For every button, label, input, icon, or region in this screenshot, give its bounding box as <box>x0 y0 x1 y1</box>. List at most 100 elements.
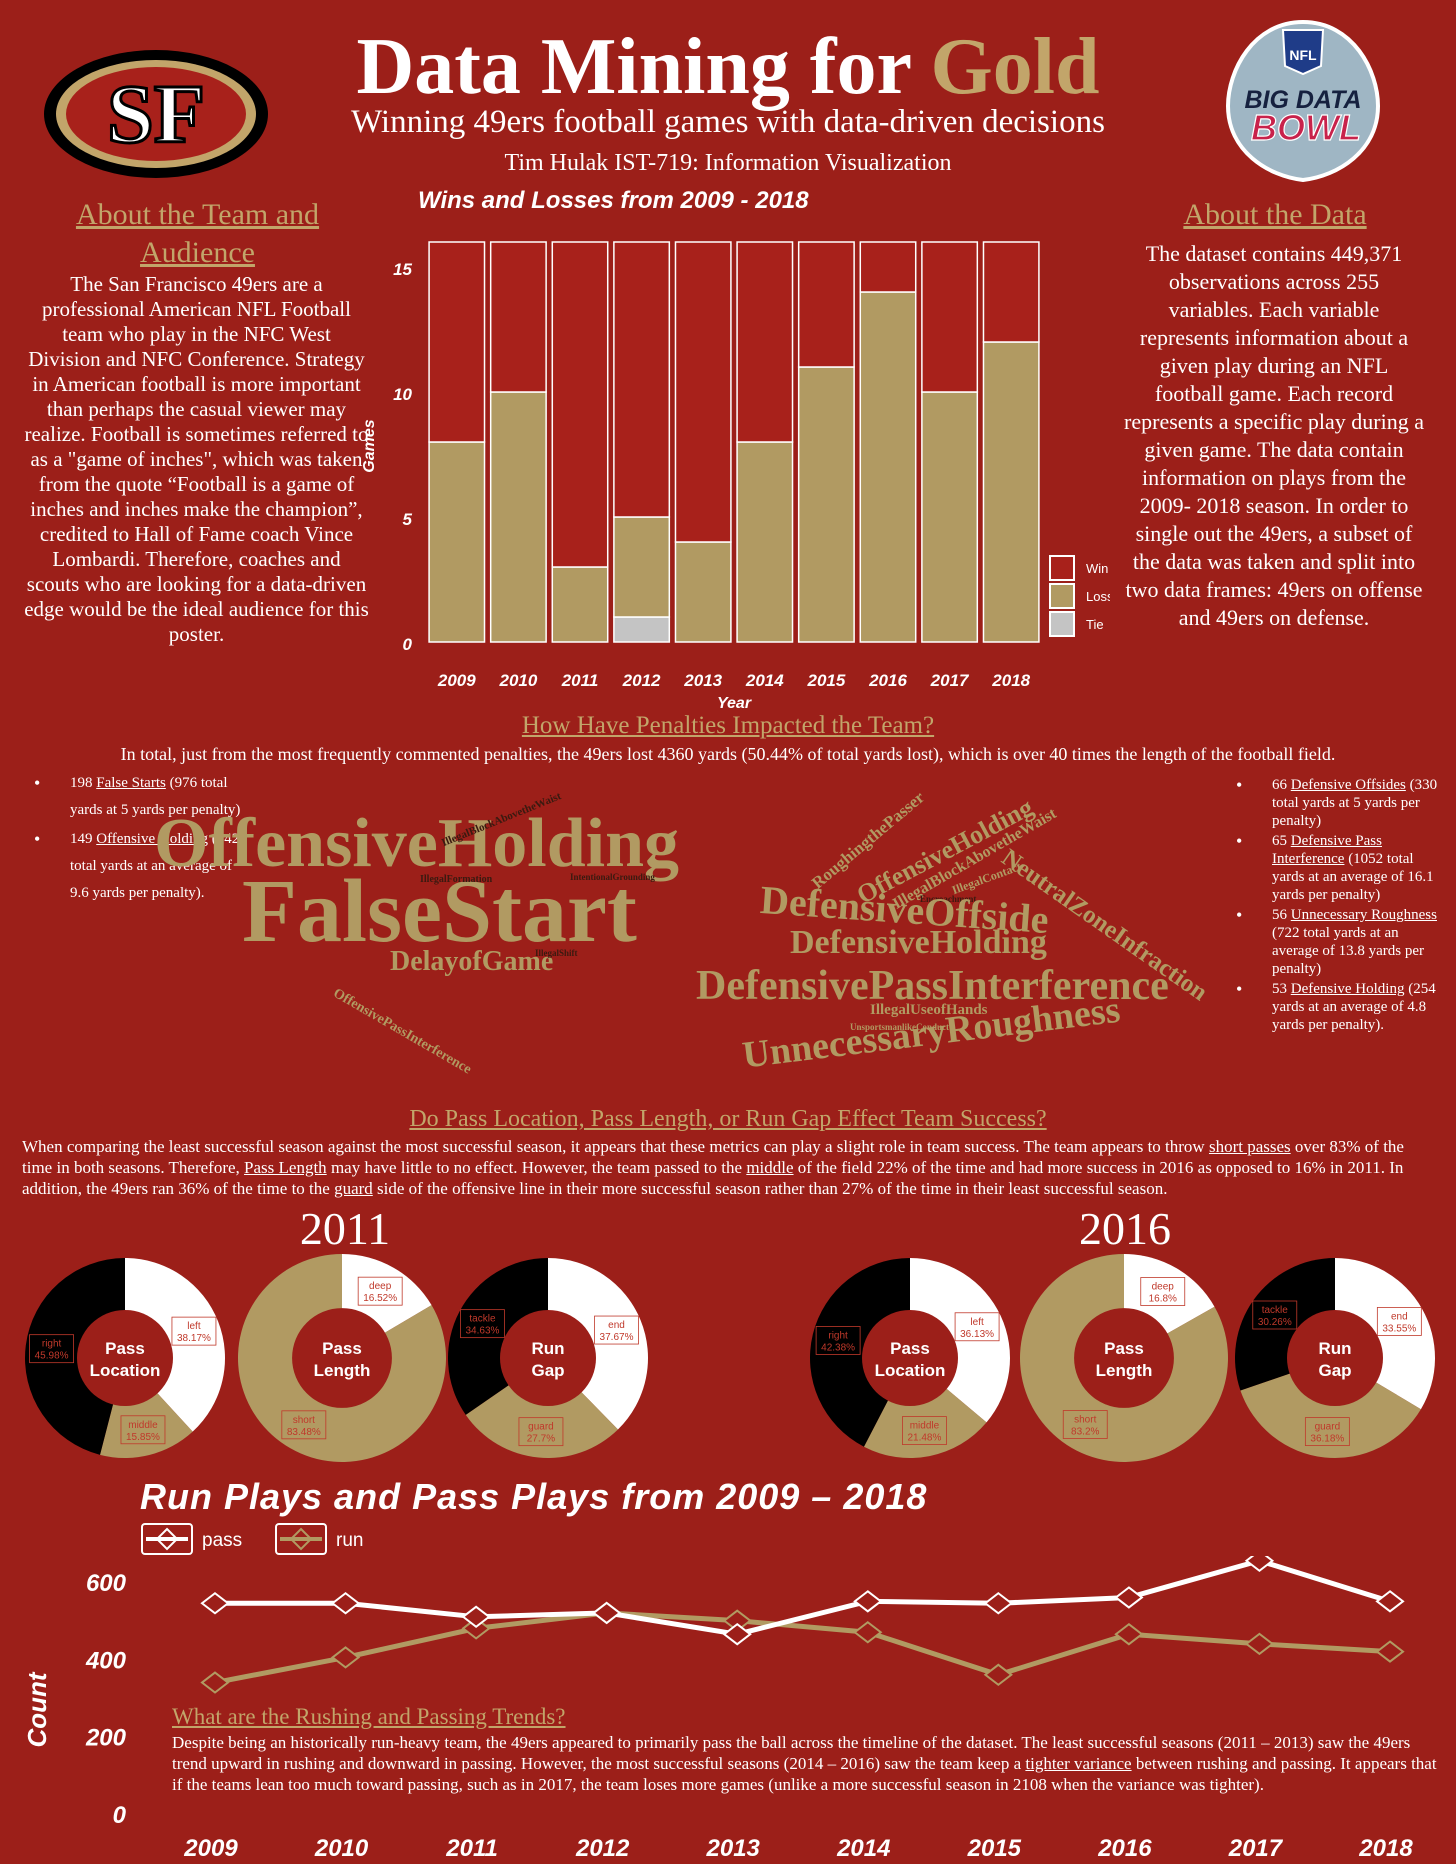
donut-center-label: Pass <box>105 1339 145 1358</box>
run-pass-line-chart: 0 200 400 600 Count 2009 2010 2011 2012 2013 2014 2… <box>22 1556 1413 1862</box>
run-pass-legend: pass run <box>141 1523 363 1555</box>
trend-text-part2: between rushing and passing. It appears … <box>172 1754 1437 1794</box>
logo-right-nfl: NFL <box>1289 47 1317 63</box>
line-legend-run: run <box>275 1523 363 1555</box>
about-team-heading: About the Team and Audience <box>75 198 320 269</box>
winloss-bar-loss <box>859 291 917 643</box>
donut-label-value: 36.13% <box>960 1329 994 1340</box>
winloss-xtick: 2017 <box>930 671 970 690</box>
winloss-legend-swatch <box>1049 555 1075 581</box>
donut-center-label: Pass <box>322 1339 362 1358</box>
donut-label-name: right <box>42 1339 62 1350</box>
penalties-heading: How Have Penalties Impacted the Team? <box>521 712 935 739</box>
pass-section-heading: Do Pass Location, Pass Length, or Run Ga… <box>409 1106 1047 1132</box>
line-point-run <box>1375 1640 1405 1663</box>
winloss-bar-win <box>428 241 486 443</box>
line-point-pass <box>983 1592 1013 1615</box>
donut-label-box <box>954 1312 1000 1342</box>
donut-label-box <box>460 1309 505 1339</box>
winloss-bar-loss <box>613 516 671 618</box>
winloss-bar-win <box>489 241 547 393</box>
donut-label-box <box>1062 1410 1108 1439</box>
donut-label-name: end <box>1391 1311 1408 1322</box>
donut-center-label: Run <box>1318 1339 1351 1358</box>
line-ytick: 400 <box>85 1647 127 1674</box>
trend-text-link: tighter variance <box>1025 1754 1132 1773</box>
donut-center-label: Length <box>1096 1361 1153 1380</box>
trend-text-part1: Despite being an historically run-heavy … <box>172 1733 1411 1773</box>
donut-label-name: deep <box>369 1281 392 1292</box>
page-title: Data Mining for Gold <box>300 22 1156 112</box>
cloud-defensive-pi: DefensivePassInterference <box>696 963 1169 1009</box>
penalties-right-list: 66 Defensive Offsides (330 total yards a… <box>1236 776 1448 1036</box>
donut-label-value: 16.8% <box>1149 1294 1177 1305</box>
winloss-ytick: 15 <box>393 260 412 279</box>
donut-label-name: guard <box>528 1422 554 1433</box>
penalty-right-item: 53 Defensive Holding (254 yards at an av… <box>1236 980 1448 1034</box>
winloss-bar-win <box>736 241 794 443</box>
donut-center-label: Run <box>531 1339 564 1358</box>
penalty-right-item: 65 Defensive Pass Interference (1052 tot… <box>1236 832 1448 904</box>
winloss-bar-win <box>982 241 1040 343</box>
line-xtick: 2012 <box>575 1835 630 1862</box>
donut-label-name: right <box>828 1330 848 1341</box>
donut-label-value: 30.26% <box>1258 1317 1292 1328</box>
penalty-left-item: 198 False Starts (976 total yards at 5 y… <box>34 770 250 824</box>
donut-label-name: tackle <box>469 1314 496 1325</box>
line-point-run <box>461 1617 491 1640</box>
donut-label-box <box>594 1315 639 1345</box>
cloud-delay-of-game: DelayofGame <box>390 946 554 977</box>
winloss-bar-tie <box>613 616 671 643</box>
line-xtick: 2011 <box>445 1835 498 1862</box>
logo-right: NFL BIG DATA BOWL <box>1218 16 1388 186</box>
winloss-xtick: 2012 <box>622 671 661 690</box>
donut-label-name: tackle <box>1262 1305 1289 1316</box>
winloss-bar-loss <box>428 441 486 643</box>
donut-label-name: guard <box>1315 1422 1341 1433</box>
winloss-xtick: 2011 <box>561 671 599 690</box>
run-pass-title: Run Plays and Pass Plays from 2009 – 201… <box>140 1476 928 1517</box>
winloss-bar-loss <box>921 391 979 643</box>
line-ytick: 0 <box>113 1802 127 1829</box>
trend-text: Despite being an historically run-heavy … <box>172 1732 1442 1795</box>
penalty-right-item: 66 Defensive Offsides (330 total yards a… <box>1236 776 1448 830</box>
line-xtick: 2017 <box>1228 1835 1284 1862</box>
line-point-pass <box>1114 1586 1144 1609</box>
winloss-xtick: 2018 <box>991 671 1030 690</box>
line-xtick: 2015 <box>967 1835 1022 1862</box>
donut-hole <box>500 1310 596 1406</box>
winloss-bar-loss <box>736 441 794 643</box>
donut-label-box <box>518 1417 564 1447</box>
line-xtick: 2010 <box>314 1835 369 1862</box>
winloss-bar-win <box>797 241 855 368</box>
penalty-word-cloud: OffensiveHolding FalseStart DelayofGame … <box>150 766 1250 1078</box>
cloud-illegal-use-hands: IllegalUseofHands <box>870 1002 988 1018</box>
donut-slice-middle <box>863 1358 987 1458</box>
donut-center-label: Pass <box>890 1339 930 1358</box>
line-legend-label: pass <box>202 1530 242 1551</box>
donut-label-box <box>1376 1307 1422 1336</box>
line-point-pass <box>853 1590 883 1613</box>
winloss-legend-label: Tie <box>1086 617 1104 632</box>
penalty-left-item: 149 Offensive Holding (1425 total yards … <box>34 826 250 907</box>
donut-label-name: short <box>293 1415 315 1426</box>
winloss-ytick: 5 <box>403 510 413 529</box>
donut-label-value: 83.2% <box>1071 1426 1099 1437</box>
line-legend-label: run <box>336 1530 363 1551</box>
winloss-bar-win <box>859 241 917 293</box>
title-accent: Gold <box>930 23 1100 111</box>
donut-label-value: 42.38% <box>821 1342 855 1353</box>
donut-center-label: Pass <box>1104 1339 1144 1358</box>
cloud-unsportsmanlike: UnsportsmanlikeConduct <box>850 1022 950 1032</box>
donut-label-value: 36.18% <box>1310 1434 1344 1445</box>
donut-label-name: end <box>608 1320 625 1331</box>
donut-label-value: 16.52% <box>363 1293 397 1304</box>
winloss-bar-loss <box>674 541 732 643</box>
line-xtick: 2013 <box>706 1835 761 1862</box>
line-point-pass <box>722 1622 752 1646</box>
